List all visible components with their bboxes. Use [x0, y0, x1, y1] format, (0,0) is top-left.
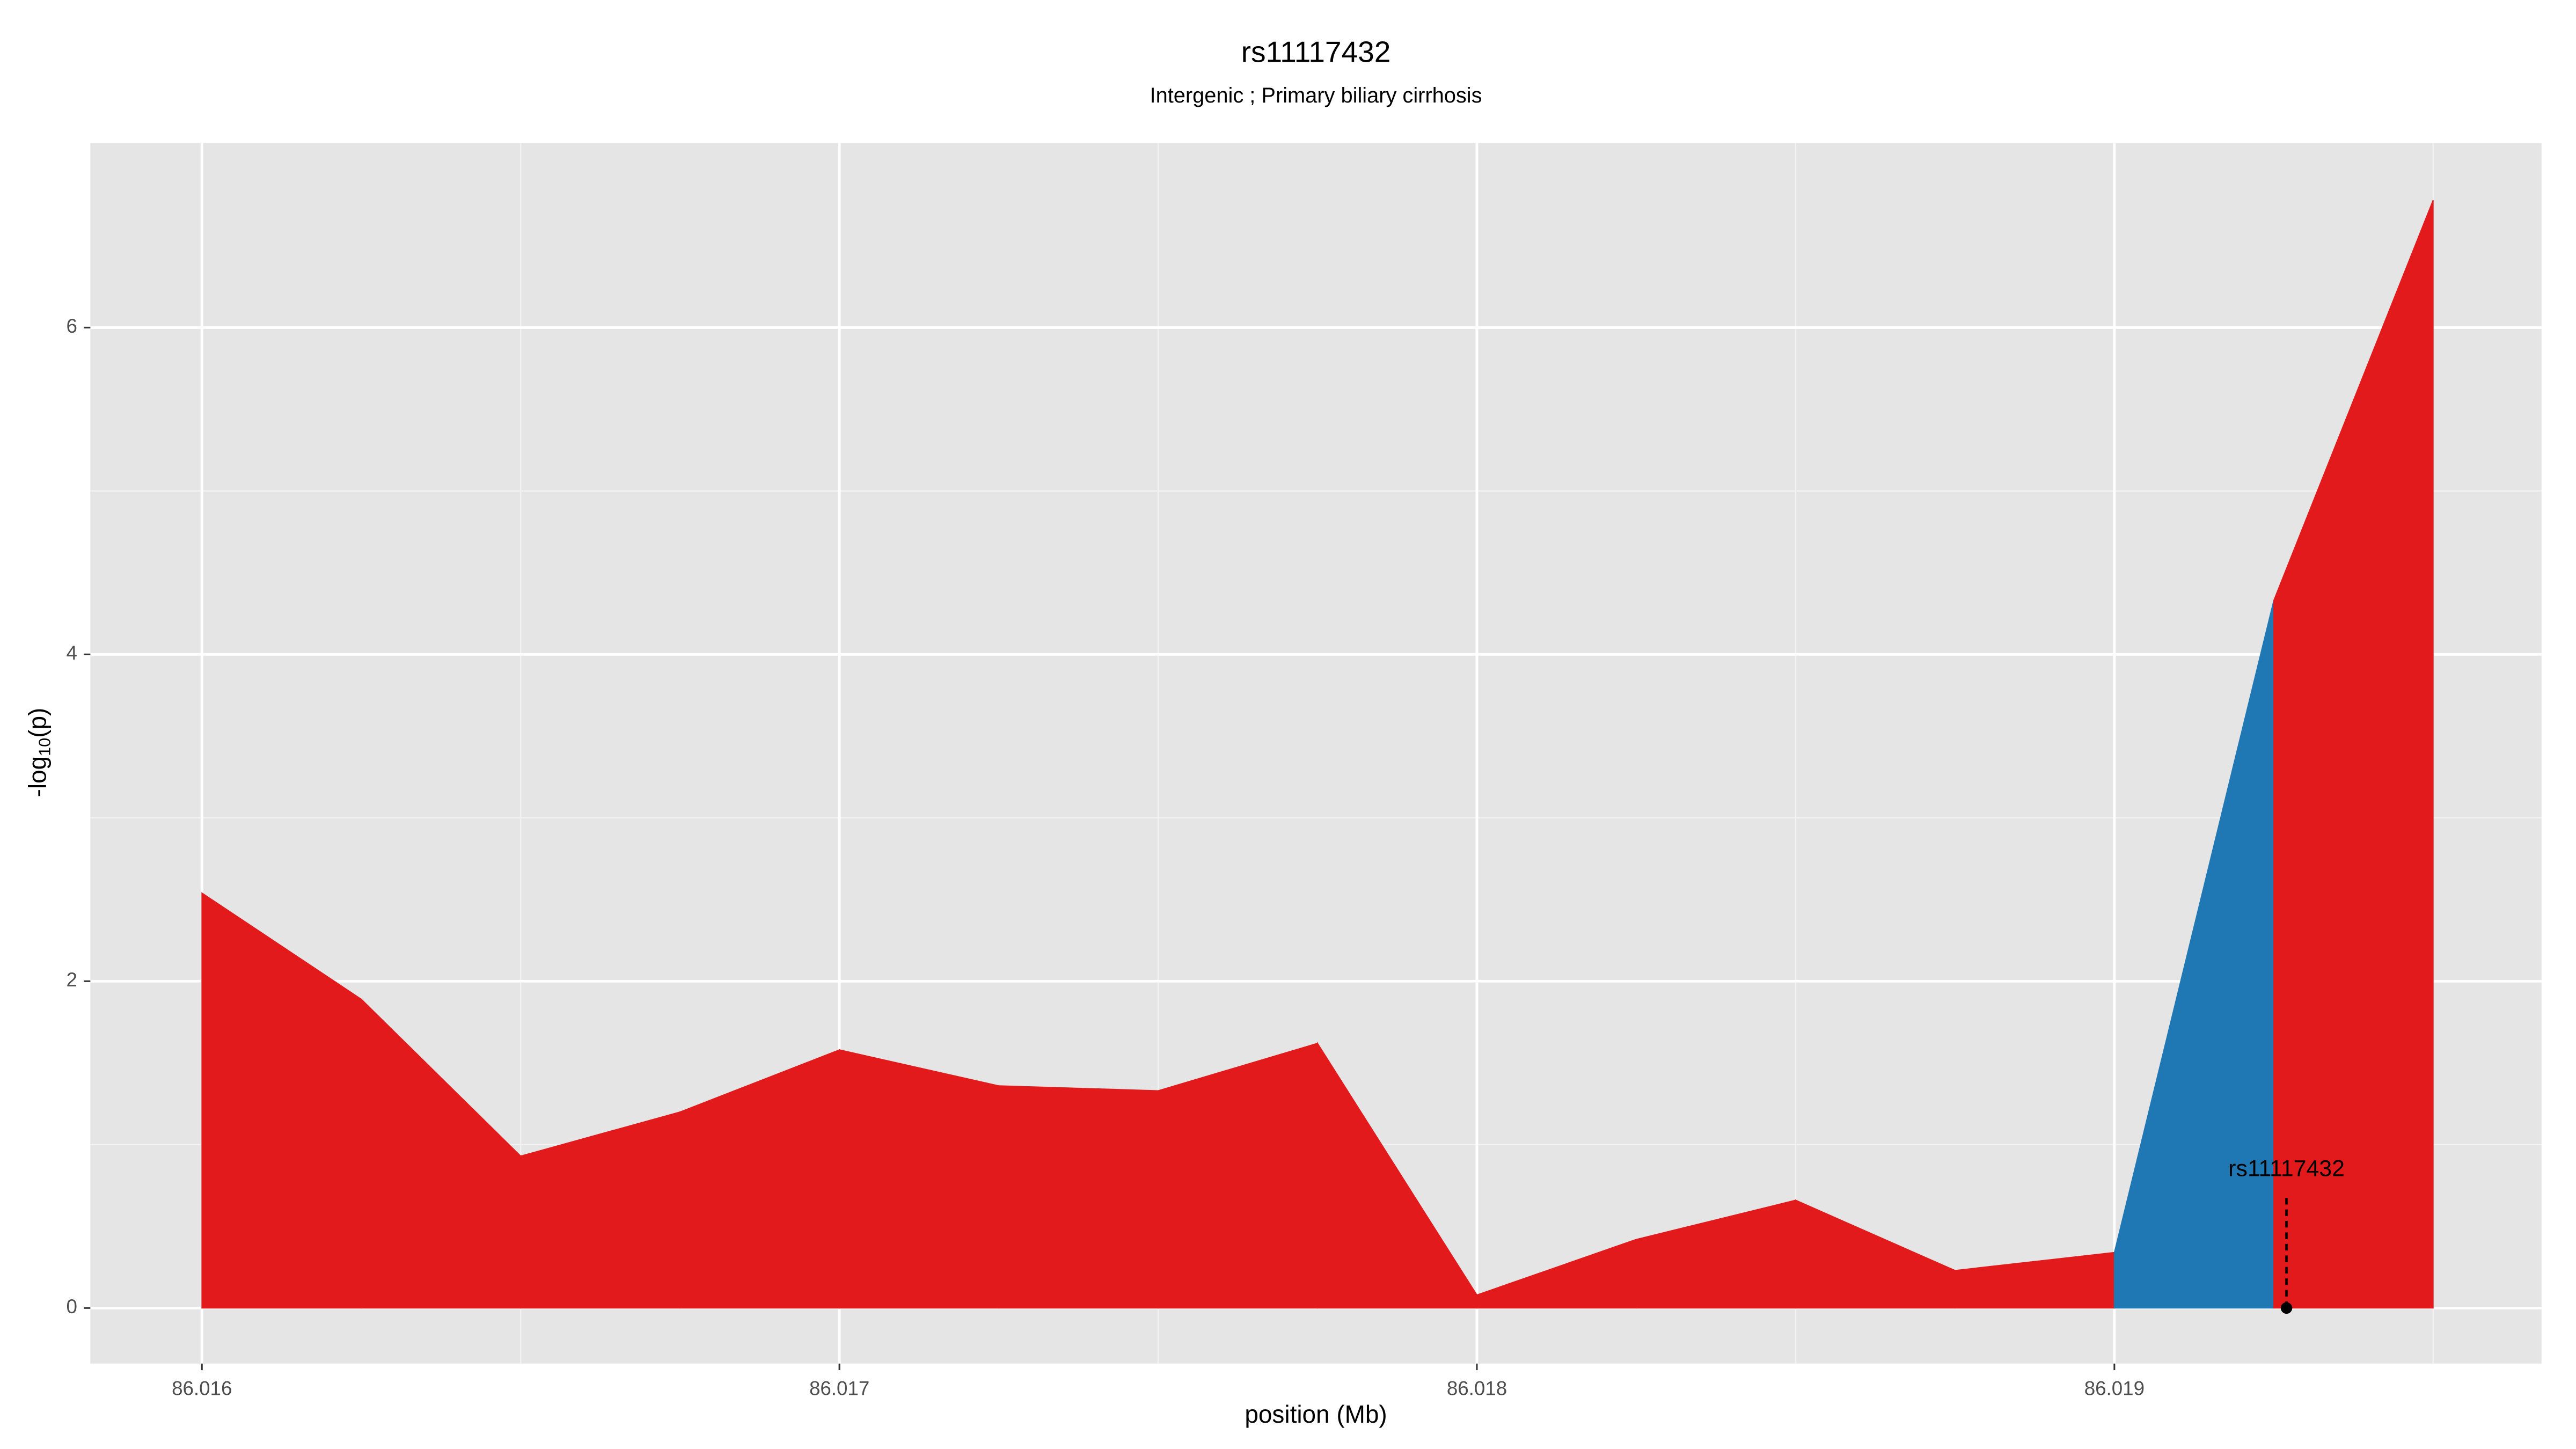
y-axis-label: -log10(p) — [24, 708, 54, 797]
chart-title: rs11117432 — [1241, 35, 1391, 69]
y-label-sub: 10 — [36, 738, 54, 756]
area-segment — [2273, 200, 2434, 1309]
x-tick-label: 86.016 — [172, 1377, 232, 1399]
x-axis-label: position (Mb) — [1245, 1400, 1387, 1428]
y-tick-label: 6 — [66, 315, 77, 337]
y-tick-label: 4 — [66, 642, 77, 664]
chart-subtitle: Intergenic ; Primary biliary cirrhosis — [1150, 84, 1482, 107]
x-tick-label: 86.018 — [1447, 1377, 1507, 1399]
y-tick-label: 0 — [66, 1296, 77, 1318]
marks: rs11117432 — [201, 200, 2434, 1314]
y-label-part: -log — [24, 756, 52, 797]
annotation-point — [2280, 1302, 2293, 1314]
area-segment — [998, 1085, 1159, 1309]
y-tick-label: 2 — [66, 969, 77, 991]
area-segment — [839, 1049, 999, 1309]
annotation-label: rs11117432 — [2228, 1155, 2345, 1181]
x-tick-label: 86.019 — [2084, 1377, 2145, 1399]
y-label-part: (p) — [24, 708, 52, 738]
x-tick-label: 86.017 — [809, 1377, 869, 1399]
